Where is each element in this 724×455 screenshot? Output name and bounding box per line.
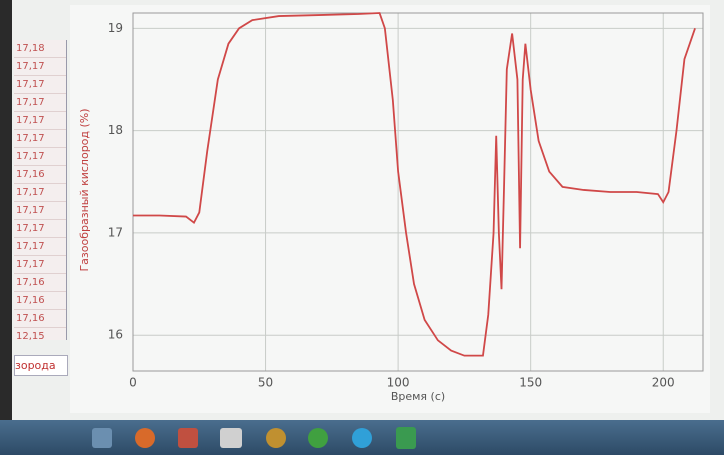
icon[interactable] — [308, 428, 328, 448]
icon[interactable] — [352, 428, 372, 448]
x-tick-label: 50 — [258, 376, 273, 390]
icon[interactable] — [396, 427, 416, 449]
icon[interactable] — [92, 428, 112, 448]
plot-background — [70, 5, 710, 413]
x-tick-label: 200 — [652, 376, 675, 390]
y-tick-label: 17 — [108, 225, 123, 239]
y-tick-label: 18 — [108, 123, 123, 137]
page: 17,1817,1717,1717,1717,1717,1717,1717,16… — [0, 0, 724, 455]
x-tick-label: 0 — [129, 376, 137, 390]
chart: Газообразный кислород (%) Время (с) 16 17… — [0, 0, 724, 420]
taskbar — [0, 420, 724, 455]
icon[interactable] — [266, 428, 286, 448]
y-tick-label: 19 — [108, 21, 123, 35]
x-tick-label: 150 — [519, 376, 542, 390]
y-axis-label: Газообразный кислород (%) — [78, 108, 91, 271]
y-tick-label: 16 — [108, 328, 123, 342]
taskbar-icons — [0, 420, 724, 455]
x-tick-label: 100 — [387, 376, 410, 390]
x-axis-label: Время (с) — [391, 390, 445, 403]
icon[interactable] — [135, 428, 155, 448]
icon[interactable] — [220, 428, 242, 448]
icon[interactable] — [178, 428, 198, 448]
